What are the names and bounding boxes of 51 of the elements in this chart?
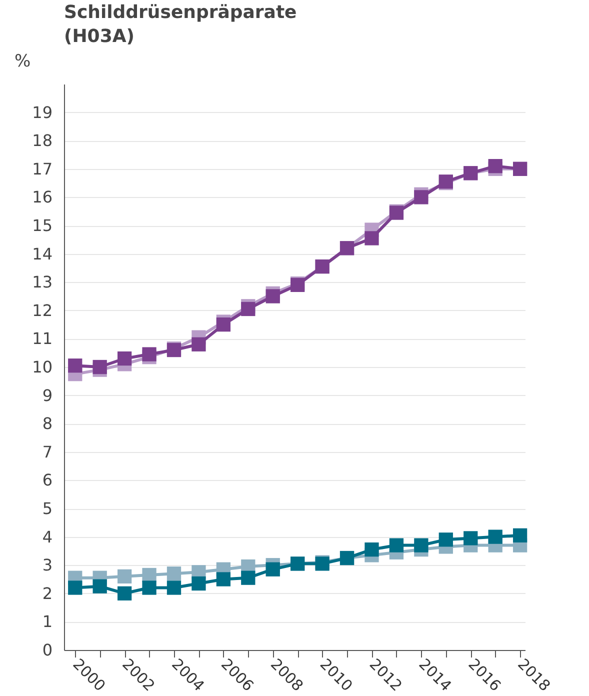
point xyxy=(266,289,280,304)
point xyxy=(364,231,379,246)
y-tick-label: 3 xyxy=(42,556,52,575)
point xyxy=(364,542,379,557)
y-tick-label: 15 xyxy=(32,216,52,235)
point xyxy=(216,317,231,332)
point xyxy=(241,570,256,585)
y-axis-title: % xyxy=(14,52,31,72)
point xyxy=(117,351,132,366)
point xyxy=(241,302,256,316)
point xyxy=(414,190,428,204)
y-tick-label: 16 xyxy=(32,188,52,207)
point xyxy=(512,528,528,542)
point xyxy=(68,358,82,373)
point xyxy=(192,576,206,591)
point xyxy=(438,532,453,547)
y-tick-label: 0 xyxy=(42,640,52,660)
point xyxy=(117,569,132,584)
point xyxy=(464,531,478,546)
point xyxy=(488,159,502,174)
y-tick-label: 7 xyxy=(42,442,52,462)
y-tick-label: 10 xyxy=(32,358,52,376)
point xyxy=(266,562,280,576)
point xyxy=(92,579,107,594)
point xyxy=(488,530,502,544)
chart-title: Schilddrüsenpräparate (H03A) xyxy=(64,2,297,47)
y-tick-label: 1 xyxy=(42,612,52,632)
y-tick-label: 18 xyxy=(32,131,52,150)
point xyxy=(68,580,82,595)
point xyxy=(166,580,182,595)
point xyxy=(216,572,231,586)
y-tick-label: 19 xyxy=(32,102,52,122)
point xyxy=(142,347,156,362)
y-tick-label: 5 xyxy=(42,499,52,518)
y-tick-label: 2 xyxy=(42,584,52,603)
y-tick-label: 11 xyxy=(32,329,52,348)
y-tick-label: 4 xyxy=(42,527,52,546)
point xyxy=(117,586,132,600)
point xyxy=(92,360,107,374)
y-tick-label: 12 xyxy=(32,300,52,320)
point xyxy=(166,566,182,581)
y-tick-label: 13 xyxy=(32,272,52,292)
point xyxy=(389,538,404,552)
y-tick-label: 9 xyxy=(42,386,52,405)
point xyxy=(142,580,156,595)
point xyxy=(414,538,428,552)
y-tick-label: 17 xyxy=(32,159,52,178)
y-tick-label: 14 xyxy=(32,244,52,264)
point xyxy=(192,337,206,352)
y-tick-label: 8 xyxy=(42,414,52,434)
y-tick-label: 6 xyxy=(42,470,52,490)
